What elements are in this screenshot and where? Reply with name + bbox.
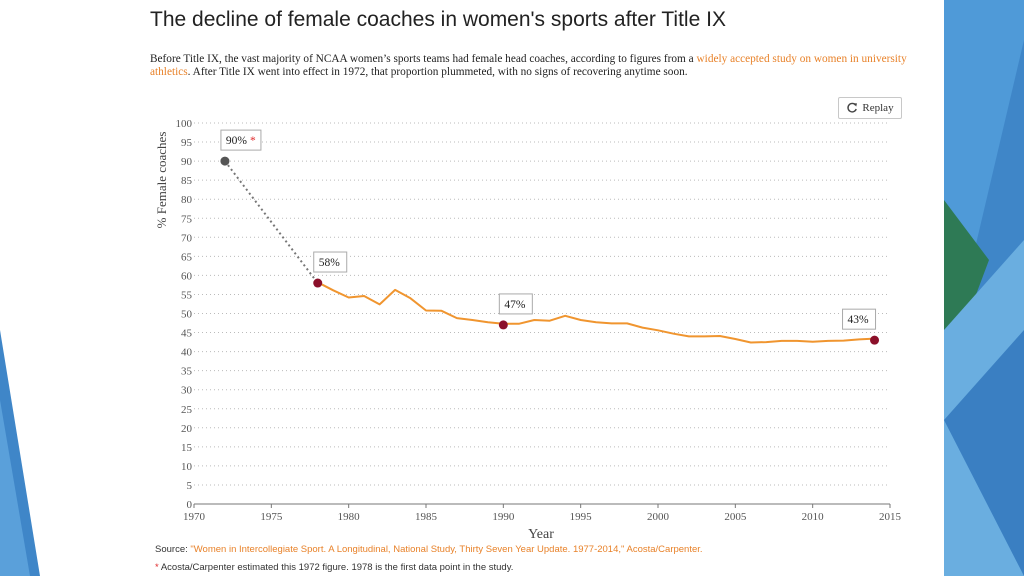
callout-box	[220, 129, 262, 151]
x-axis-title: Year	[528, 527, 554, 540]
y-tick-label: 65	[181, 251, 193, 263]
y-tick-label: 70	[181, 232, 193, 244]
callout-box	[498, 293, 533, 315]
data-point	[870, 335, 880, 345]
x-tick-label: 2010	[802, 511, 825, 523]
x-tick-label: 2015	[879, 511, 902, 523]
intro-text-before: Before Title IX, the vast majority of NC…	[150, 53, 697, 65]
x-tick-label: 2000	[647, 511, 670, 523]
y-tick-label: 75	[181, 213, 193, 225]
chart-title: The decline of female coaches in women's…	[150, 8, 726, 31]
y-tick-label: 45	[181, 328, 193, 340]
footnote-text: Acosta/Carpenter estimated this 1972 fig…	[158, 562, 514, 573]
y-tick-label: 15	[181, 442, 193, 454]
source-note: Source: "Women in Intercollegiate Sport.…	[155, 544, 703, 555]
x-tick-label: 1970	[183, 511, 206, 523]
y-tick-label: 25	[181, 404, 193, 416]
y-tick-label: 55	[181, 289, 193, 301]
y-tick-label: 90	[181, 156, 193, 168]
y-axis-title: % Female coaches	[154, 132, 169, 229]
slide-left-accent	[0, 330, 40, 576]
y-tick-label: 95	[181, 137, 193, 149]
source-link[interactable]: "Women in Intercollegiate Sport. A Longi…	[190, 544, 703, 555]
y-tick-label: 85	[181, 175, 193, 187]
chart-article: The decline of female coaches in women's…	[150, 0, 920, 576]
x-tick-label: 1980	[338, 511, 361, 523]
y-tick-label: 60	[181, 270, 193, 282]
x-tick-label: 1990	[492, 511, 515, 523]
callout-box	[842, 308, 877, 330]
y-tick-label: 20	[181, 423, 193, 435]
y-tick-label: 40	[181, 347, 193, 359]
line-chart: 0 5 10 15 20 25 30 35 40 45 50 55 60 65 70 75 80 85 90 95 10…	[154, 118, 902, 540]
series-line	[317, 281, 875, 344]
x-tick-label: 2005	[724, 511, 747, 523]
y-tick-label: 5	[187, 480, 193, 492]
estimate-line	[224, 160, 319, 284]
x-tick-label: 1995	[570, 511, 593, 523]
x-tick-label: 1975	[260, 511, 283, 523]
study-link[interactable]: widely accepted study on women in univer…	[150, 53, 907, 78]
y-tick-label: 80	[181, 194, 193, 206]
y-tick-label: 35	[181, 366, 193, 378]
x-tick-label: 1985	[415, 511, 438, 523]
source-label: Source:	[155, 544, 191, 555]
data-label: 43%	[848, 314, 870, 326]
y-tick-label: 10	[181, 461, 193, 473]
callout-box	[313, 251, 348, 273]
y-tick-label: 100	[176, 118, 193, 130]
replay-label: Replay	[862, 102, 894, 114]
data-label: 90% *	[226, 135, 256, 147]
slide-right-accent	[944, 0, 1024, 576]
intro-paragraph: Before Title IX, the vast majority of NC…	[150, 53, 920, 79]
footnote-star: *	[155, 562, 159, 573]
data-point	[313, 278, 323, 288]
data-point	[498, 320, 508, 330]
intro-text-after: . After Title IX went into effect in 197…	[187, 66, 688, 78]
y-tick-label: 0	[187, 499, 193, 511]
footnote: * Acosta/Carpenter estimated this 1972 f…	[155, 562, 513, 573]
data-label: 58%	[319, 257, 341, 269]
replay-icon	[847, 102, 858, 113]
y-tick-label: 30	[181, 385, 193, 397]
replay-button[interactable]: Replay	[838, 97, 902, 119]
y-tick-label: 50	[181, 309, 193, 321]
data-label: 47%	[504, 299, 526, 311]
data-point	[220, 156, 230, 166]
